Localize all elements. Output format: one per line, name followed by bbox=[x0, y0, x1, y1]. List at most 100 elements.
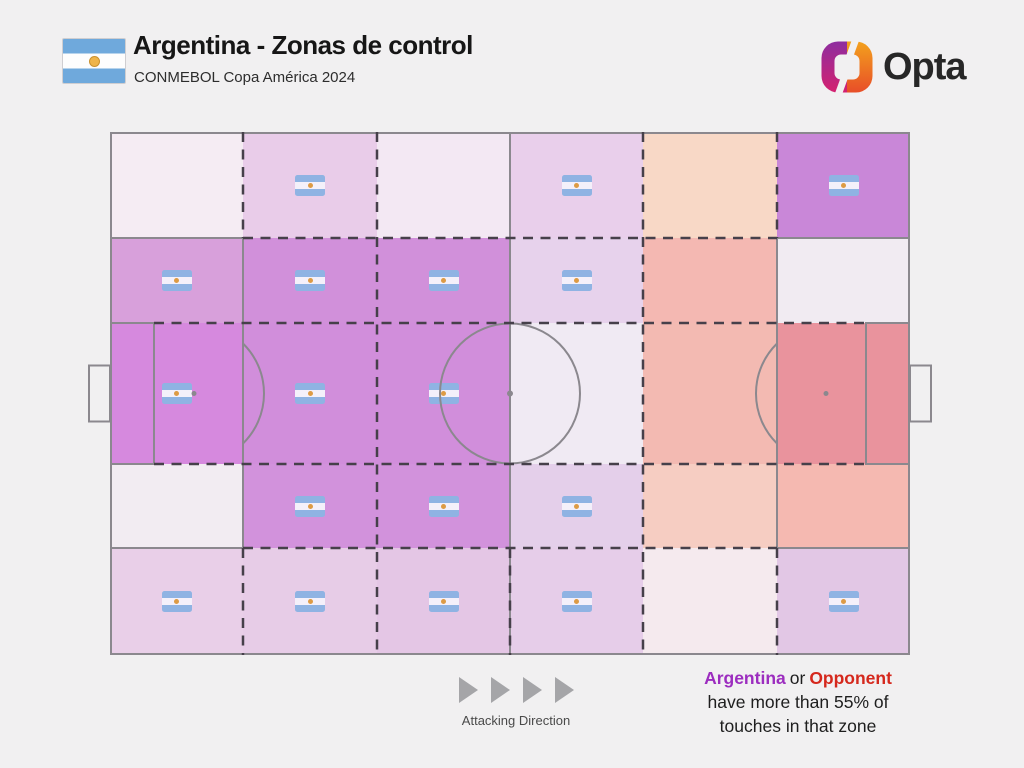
left-goal-area bbox=[110, 322, 155, 465]
argentina-flag-icon bbox=[828, 591, 859, 612]
legend-line-2: have more than 55% of bbox=[707, 692, 889, 712]
pitch bbox=[88, 132, 932, 655]
zone-cell-r4c5 bbox=[643, 464, 777, 548]
page-title: Argentina - Zonas de control bbox=[133, 30, 473, 60]
centre-spot bbox=[507, 390, 513, 397]
flag-sun-icon bbox=[307, 182, 313, 188]
zone-dividers bbox=[154, 132, 866, 655]
zone-cell-r1c2 bbox=[243, 132, 377, 238]
right-goal-area bbox=[865, 322, 910, 465]
flag-sun-icon bbox=[574, 278, 579, 283]
argentina-flag-icon bbox=[561, 270, 592, 291]
right-penalty-spot bbox=[823, 391, 829, 396]
attacking-direction: Attacking Direction bbox=[380, 676, 652, 728]
left-goal bbox=[88, 364, 111, 423]
flag-sun-icon bbox=[88, 55, 100, 67]
zone-cell-r5c2 bbox=[243, 548, 377, 655]
opta-logo-icon bbox=[821, 40, 873, 94]
zone-cell-r1c6 bbox=[777, 132, 910, 238]
zone-cell-r5c4 bbox=[510, 548, 643, 655]
argentina-flag-icon bbox=[62, 38, 126, 84]
argentina-flag-icon bbox=[428, 383, 459, 404]
flag-sun-icon bbox=[574, 503, 579, 509]
zone-cell-r3c2 bbox=[243, 323, 377, 464]
argentina-flag-icon bbox=[295, 495, 325, 517]
zone-cell-r4c1 bbox=[110, 464, 243, 548]
legend-opponent: Opponent bbox=[809, 668, 892, 688]
zone-cell-r1c3 bbox=[377, 132, 510, 238]
flag-sun-icon bbox=[441, 599, 446, 604]
zone-cell-r3c6 bbox=[777, 323, 910, 464]
attacking-arrow-icon bbox=[554, 677, 574, 703]
opta-brand: Opta bbox=[820, 40, 967, 94]
right-penalty-area bbox=[776, 237, 910, 549]
legend-conjunction: or bbox=[789, 668, 806, 688]
zone-cell-r3c4 bbox=[510, 323, 643, 464]
zone-cell-r2c3 bbox=[377, 238, 510, 323]
right-penalty-arc bbox=[754, 342, 778, 445]
flag-sun-icon bbox=[174, 599, 179, 604]
legend: Argentina or Opponent have more than 55% o… bbox=[653, 666, 943, 738]
attacking-arrow-icon bbox=[490, 677, 510, 703]
flag-sun-icon bbox=[441, 391, 446, 396]
argentina-flag-icon bbox=[561, 174, 592, 196]
argentina-flag-icon bbox=[161, 383, 192, 404]
legend-line-1: Argentina or Opponent bbox=[653, 666, 943, 690]
flag-sun-icon bbox=[441, 278, 446, 283]
zone-grid bbox=[110, 132, 910, 655]
right-goal bbox=[909, 364, 932, 423]
flag-sun-icon bbox=[441, 503, 446, 509]
argentina-flag-icon bbox=[161, 591, 192, 612]
zone-cell-r5c3 bbox=[377, 548, 510, 655]
zone-cell-r4c2 bbox=[243, 464, 377, 548]
flag-sun-icon bbox=[307, 503, 313, 509]
argentina-flag-icon bbox=[428, 270, 459, 291]
zone-cell-r3c3 bbox=[377, 323, 510, 464]
argentina-flag-icon bbox=[828, 174, 859, 196]
zone-cell-r2c6 bbox=[777, 238, 910, 323]
zone-cell-r2c2 bbox=[243, 238, 377, 323]
argentina-flag-icon bbox=[295, 591, 325, 612]
zone-cell-r1c5 bbox=[643, 132, 777, 238]
left-penalty-spot bbox=[191, 391, 197, 396]
argentina-flag-icon bbox=[295, 174, 325, 196]
argentina-flag-icon bbox=[561, 591, 592, 612]
flag-sun-icon bbox=[174, 391, 179, 396]
legend-team: Argentina bbox=[704, 668, 786, 688]
argentina-flag-icon bbox=[428, 495, 459, 517]
zone-cell-r1c4 bbox=[510, 132, 643, 238]
zone-cell-r5c1 bbox=[110, 548, 243, 655]
zone-cell-r3c1 bbox=[110, 323, 243, 464]
opta-wordmark: Opta bbox=[883, 46, 967, 88]
flag-sun-icon bbox=[841, 182, 846, 188]
attacking-arrow-icon bbox=[522, 677, 542, 703]
argentina-flag-icon bbox=[561, 495, 592, 517]
flag-sun-icon bbox=[307, 391, 313, 396]
attacking-arrows bbox=[380, 676, 652, 704]
zone-cell-r2c4 bbox=[510, 238, 643, 323]
zone-cell-r4c3 bbox=[377, 464, 510, 548]
zone-cell-r4c6 bbox=[777, 464, 910, 548]
flag-sun-icon bbox=[174, 278, 179, 283]
argentina-flag-icon bbox=[428, 591, 459, 612]
left-penalty-area bbox=[110, 237, 244, 549]
attacking-direction-label: Attacking Direction bbox=[461, 713, 571, 728]
zone-cell-r2c1 bbox=[110, 238, 243, 323]
left-penalty-arc bbox=[242, 342, 266, 445]
legend-line-3: touches in that zone bbox=[719, 716, 877, 736]
zone-cell-r2c5 bbox=[643, 238, 777, 323]
flag-sun-icon bbox=[307, 278, 313, 283]
argentina-flag-icon bbox=[161, 270, 192, 291]
flag-sun-icon bbox=[841, 599, 846, 604]
zone-cell-r1c1 bbox=[110, 132, 243, 238]
argentina-flag-icon bbox=[295, 270, 325, 291]
page-subtitle: CONMEBOL Copa América 2024 bbox=[134, 69, 356, 86]
flag-sun-icon bbox=[574, 599, 579, 604]
zone-cell-r5c5 bbox=[643, 548, 777, 655]
argentina-flag-icon bbox=[295, 383, 325, 404]
zone-cell-r3c5 bbox=[643, 323, 777, 464]
flag-sun-icon bbox=[574, 182, 579, 188]
flag-sun-icon bbox=[307, 599, 313, 604]
pitch-markings bbox=[88, 132, 932, 655]
